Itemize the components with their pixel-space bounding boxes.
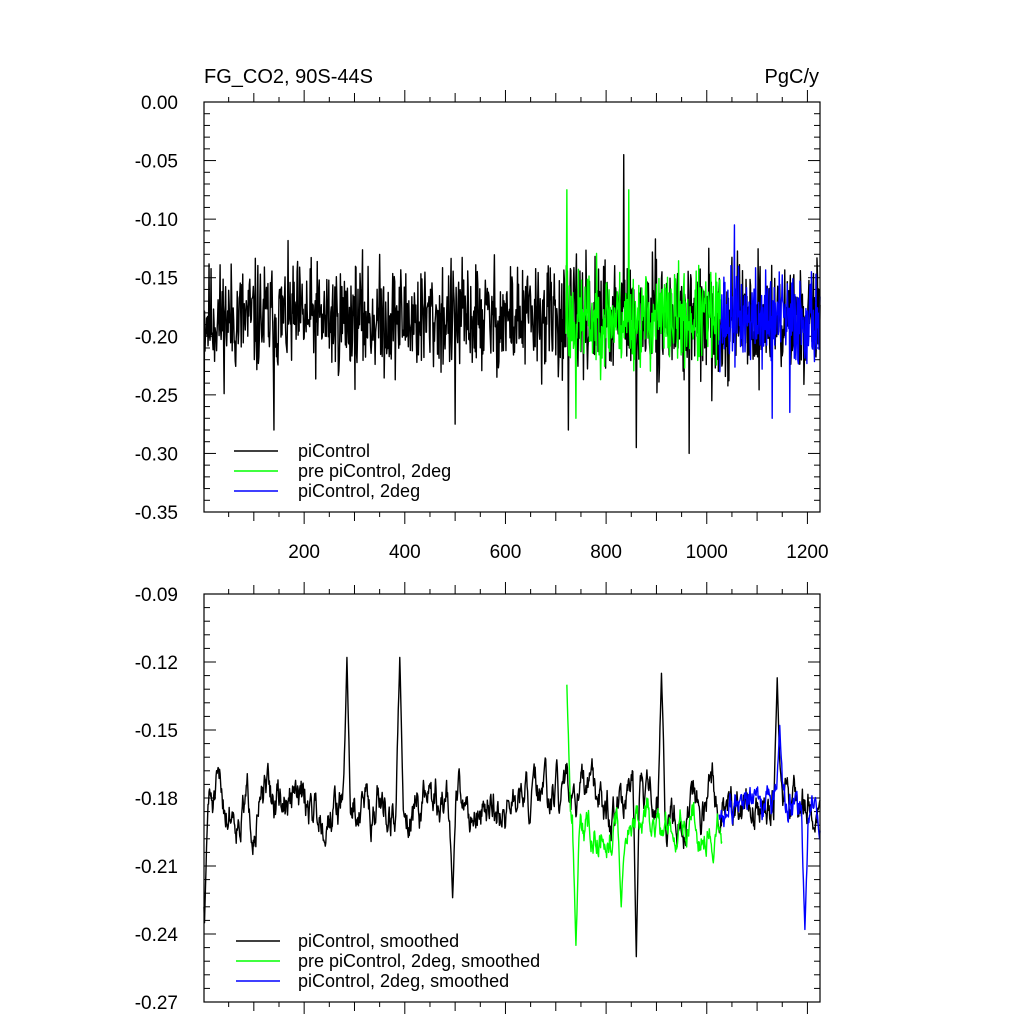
y-tick-label: -0.12 bbox=[135, 653, 178, 674]
top-legend: piControl pre piControl, 2deg piControl,… bbox=[234, 441, 451, 501]
y-tick-label: -0.35 bbox=[135, 503, 178, 524]
bottom-y-tick-labels: -0.09 -0.12 -0.15 -0.18 -0.21 -0.24 -0.27 bbox=[135, 585, 179, 1014]
legend-label-picontrol: piControl bbox=[298, 441, 370, 461]
top-plot-frame bbox=[203, 101, 821, 513]
bottom-series-lines bbox=[203, 656, 821, 958]
series-line-picontrol-2deg bbox=[718, 224, 821, 419]
series-line-picontrol-smoothed bbox=[203, 656, 821, 958]
legend-label-picontrol-2deg-smoothed: piControl, 2deg, smoothed bbox=[298, 971, 509, 991]
series-line-picontrol-2deg-smoothed bbox=[718, 724, 821, 931]
y-tick-label: -0.18 bbox=[135, 789, 178, 810]
x-tick-label: 800 bbox=[590, 542, 622, 563]
x-tick-label: 600 bbox=[490, 542, 522, 563]
top-series-lines bbox=[203, 154, 821, 489]
y-tick-label: -0.27 bbox=[135, 993, 178, 1014]
y-tick-label: -0.30 bbox=[135, 444, 178, 465]
bottom-panel: -0.09 -0.12 -0.15 -0.18 -0.21 -0.24 -0.27 piCo… bbox=[135, 582, 821, 1014]
top-y-tick-labels: 0.00 -0.05 -0.10 -0.15 -0.20 -0.25 -0.30 -0.35 bbox=[135, 93, 178, 524]
x-tick-label: 200 bbox=[288, 542, 320, 563]
legend-label-picontrol-smoothed: piControl, smoothed bbox=[298, 931, 459, 951]
y-tick-label: -0.15 bbox=[135, 269, 178, 290]
bottom-legend: piControl, smoothed pre piControl, 2deg,… bbox=[236, 931, 540, 991]
y-tick-label: -0.15 bbox=[135, 721, 178, 742]
legend-label-picontrol-2deg: piControl, 2deg bbox=[298, 481, 420, 501]
bottom-plot-frame bbox=[203, 593, 821, 1003]
top-x-tick-labels: 200 400 600 800 1000 1200 bbox=[288, 542, 828, 563]
y-tick-label: -0.21 bbox=[135, 857, 178, 878]
y-tick-label: -0.09 bbox=[135, 585, 178, 606]
y-tick-label: 0.00 bbox=[141, 93, 178, 114]
y-tick-label: -0.24 bbox=[135, 925, 179, 946]
top-units: PgC/y bbox=[765, 66, 819, 88]
legend-label-pre-picontrol-2deg: pre piControl, 2deg bbox=[298, 461, 451, 481]
bottom-ticks bbox=[204, 582, 820, 1014]
y-tick-label: -0.05 bbox=[135, 152, 178, 173]
x-tick-label: 1200 bbox=[786, 542, 828, 563]
x-tick-label: 1000 bbox=[686, 542, 728, 563]
legend-label-pre-picontrol-2deg-smoothed: pre piControl, 2deg, smoothed bbox=[298, 951, 540, 971]
y-tick-label: -0.20 bbox=[135, 327, 178, 348]
top-panel: FG_CO2, 90S-44S PgC/y 0.00 -0.05 -0.10 -0.1… bbox=[135, 66, 829, 563]
y-tick-label: -0.25 bbox=[135, 386, 178, 407]
series-line-pre-picontrol-2deg-smoothed bbox=[566, 684, 723, 947]
top-title: FG_CO2, 90S-44S bbox=[204, 66, 373, 88]
series-line-pre-picontrol-2deg bbox=[565, 189, 723, 419]
x-tick-label: 400 bbox=[389, 542, 421, 563]
y-tick-label: -0.10 bbox=[135, 210, 178, 231]
